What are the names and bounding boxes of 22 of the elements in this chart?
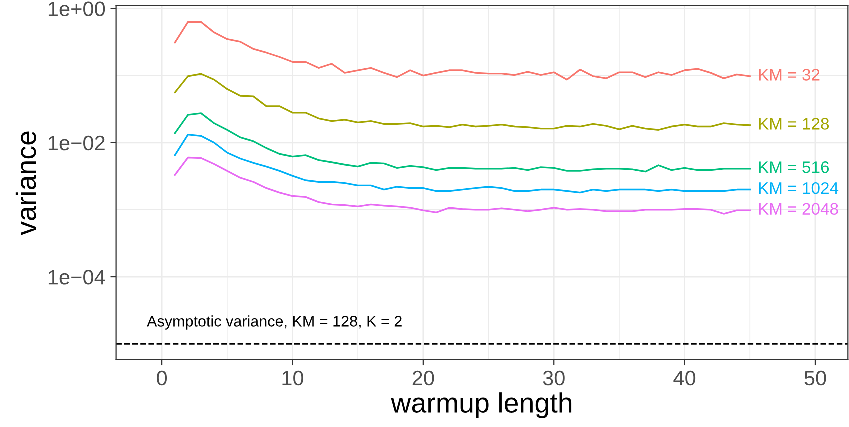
- series-label: KM = 516: [759, 162, 830, 174]
- series-label: KM = 128: [759, 118, 830, 130]
- series-label: KM = 1024: [759, 182, 839, 194]
- line-series: [174, 112, 751, 173]
- x-tick-label: 30: [543, 370, 565, 386]
- y-tick-label: 1e−04: [48, 270, 106, 285]
- line-series: [174, 134, 751, 194]
- line-series: [174, 21, 751, 81]
- series-label: KM = 32: [759, 69, 820, 81]
- y-axis-title: variance: [16, 132, 36, 236]
- y-tick-label: 1e+00: [48, 2, 106, 17]
- x-tick-label: 40: [674, 370, 696, 386]
- y-tick-label: 1e−02: [48, 136, 105, 151]
- line-series: [174, 73, 751, 131]
- x-axis-title: warmup length: [391, 392, 572, 418]
- annotation: Asymptotic variance, KM = 128, K = 2: [147, 316, 402, 330]
- x-tick-label: 0: [157, 370, 168, 386]
- line-series: [174, 156, 751, 215]
- series-label: KM = 2048: [759, 203, 838, 216]
- x-tick-label: 10: [282, 370, 304, 386]
- x-tick-label: 50: [804, 370, 826, 386]
- x-tick-label: 20: [412, 370, 434, 386]
